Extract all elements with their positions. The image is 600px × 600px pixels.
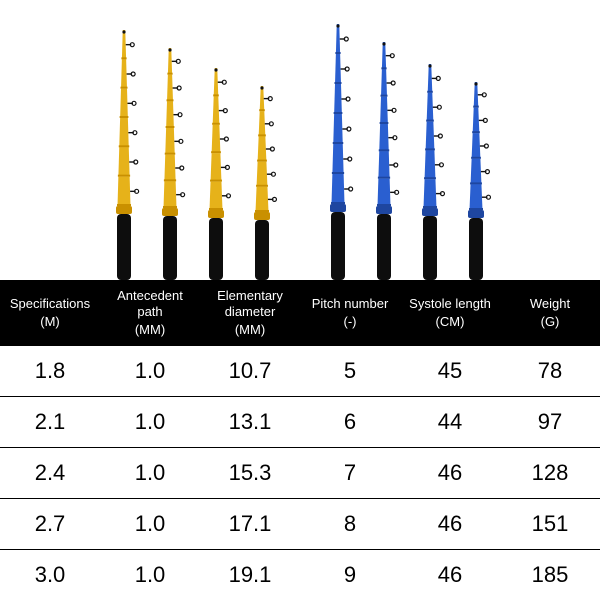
table-cell: 15.3 xyxy=(200,448,300,498)
table-cell: 7 xyxy=(300,448,400,498)
fishing-rod xyxy=(459,82,493,280)
column-header: Weight (G) xyxy=(500,280,600,346)
column-header-label: Specifications xyxy=(10,296,90,312)
table-cell: 9 xyxy=(300,550,400,600)
column-header: Specifications (M) xyxy=(0,280,100,346)
table-cell: 6 xyxy=(300,397,400,447)
table-cell: 1.0 xyxy=(100,397,200,447)
table-body: 1.81.010.7545782.11.013.1644972.41.015.3… xyxy=(0,346,600,600)
fishing-rod-icon xyxy=(107,30,141,280)
column-header: Elementary diameter(MM) xyxy=(200,280,300,346)
fishing-rod xyxy=(199,68,233,280)
table-cell: 17.1 xyxy=(200,499,300,549)
fishing-rod xyxy=(413,64,447,280)
table-cell: 10.7 xyxy=(200,346,300,396)
fishing-rod-icon xyxy=(245,86,279,280)
column-header-unit: (M) xyxy=(40,314,60,330)
spec-table: Specifications(M)Antecedent path(MM)Elem… xyxy=(0,280,600,600)
column-header-label: Systole length xyxy=(409,296,491,312)
column-header: Systole length (CM) xyxy=(400,280,500,346)
table-cell: 19.1 xyxy=(200,550,300,600)
table-cell: 46 xyxy=(400,448,500,498)
table-cell: 46 xyxy=(400,499,500,549)
rods-illustration xyxy=(0,0,600,280)
table-cell: 3.0 xyxy=(0,550,100,600)
column-header-label: Weight xyxy=(530,296,570,312)
table-cell: 128 xyxy=(500,448,600,498)
table-cell: 1.0 xyxy=(100,346,200,396)
table-cell: 44 xyxy=(400,397,500,447)
fishing-rod-icon xyxy=(459,82,493,280)
fishing-rod-icon xyxy=(321,24,355,280)
column-header-unit: (CM) xyxy=(436,314,465,330)
column-header: Antecedent path(MM) xyxy=(100,280,200,346)
column-header-label: Elementary diameter xyxy=(204,288,296,321)
column-header-unit: (-) xyxy=(344,314,357,330)
table-cell: 1.0 xyxy=(100,499,200,549)
column-header-unit: (G) xyxy=(541,314,560,330)
table-cell: 1.0 xyxy=(100,448,200,498)
table-cell: 45 xyxy=(400,346,500,396)
table-cell: 1.0 xyxy=(100,550,200,600)
column-header-unit: (MM) xyxy=(135,322,165,338)
table-cell: 2.7 xyxy=(0,499,100,549)
column-header-label: Pitch number xyxy=(312,296,389,312)
table-cell: 151 xyxy=(500,499,600,549)
table-row: 2.41.015.3746128 xyxy=(0,448,600,499)
table-row: 1.81.010.754578 xyxy=(0,346,600,397)
table-cell: 8 xyxy=(300,499,400,549)
table-cell: 2.1 xyxy=(0,397,100,447)
column-header-label: Antecedent path xyxy=(104,288,196,321)
fishing-rod-icon xyxy=(367,42,401,280)
fishing-rod xyxy=(321,24,355,280)
table-cell: 97 xyxy=(500,397,600,447)
fishing-rod-icon xyxy=(199,68,233,280)
table-row: 3.01.019.1946185 xyxy=(0,550,600,600)
column-header-unit: (MM) xyxy=(235,322,265,338)
fishing-rod xyxy=(107,30,141,280)
table-cell: 5 xyxy=(300,346,400,396)
rod-group xyxy=(107,30,279,280)
fishing-rod xyxy=(153,48,187,280)
table-cell: 1.8 xyxy=(0,346,100,396)
table-cell: 78 xyxy=(500,346,600,396)
table-cell: 46 xyxy=(400,550,500,600)
table-header-row: Specifications(M)Antecedent path(MM)Elem… xyxy=(0,280,600,346)
fishing-rod-icon xyxy=(413,64,447,280)
table-row: 2.71.017.1846151 xyxy=(0,499,600,550)
fishing-rod xyxy=(367,42,401,280)
fishing-rod-icon xyxy=(153,48,187,280)
column-header: Pitch number (-) xyxy=(300,280,400,346)
table-cell: 185 xyxy=(500,550,600,600)
table-cell: 2.4 xyxy=(0,448,100,498)
rod-group xyxy=(321,24,493,280)
page-root: Specifications(M)Antecedent path(MM)Elem… xyxy=(0,0,600,600)
table-cell: 13.1 xyxy=(200,397,300,447)
table-row: 2.11.013.164497 xyxy=(0,397,600,448)
fishing-rod xyxy=(245,86,279,280)
